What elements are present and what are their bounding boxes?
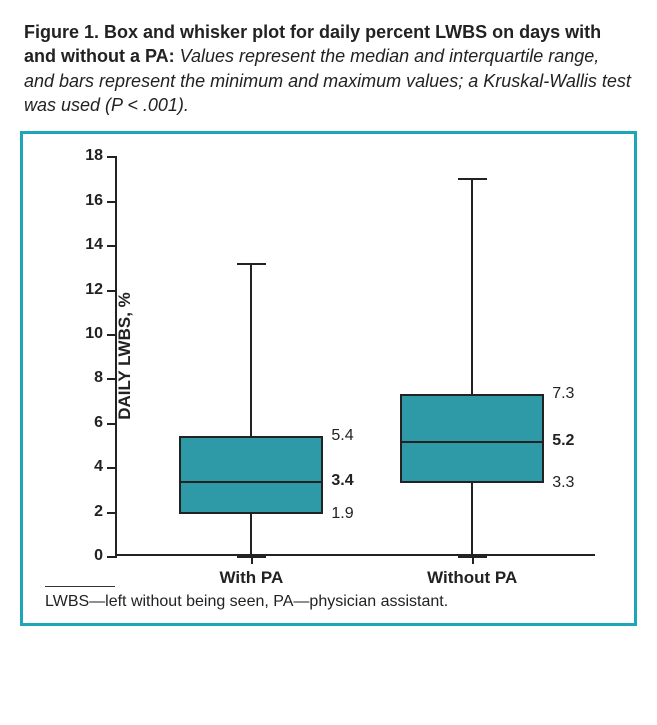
y-tick (107, 423, 117, 425)
y-tick-label: 16 (85, 192, 103, 210)
value-label: 5.4 (331, 427, 353, 445)
y-tick (107, 378, 117, 380)
value-label: 7.3 (552, 385, 574, 403)
caption-lead: Figure 1. (24, 22, 99, 42)
y-tick-label: 6 (94, 414, 103, 432)
y-tick-label: 12 (85, 281, 103, 299)
y-tick-label: 2 (94, 503, 103, 521)
y-tick (107, 334, 117, 336)
y-tick (107, 512, 117, 514)
value-label: 1.9 (331, 505, 353, 523)
box (400, 394, 544, 483)
footnote-rule (45, 586, 115, 587)
y-tick-label: 18 (85, 147, 103, 165)
y-tick-label: 4 (94, 458, 103, 476)
whisker-line (471, 178, 473, 556)
y-tick (107, 467, 117, 469)
box (179, 436, 323, 514)
plot-wrap: DAILY LWBS, % 024681012141618With PA5.43… (115, 156, 612, 556)
x-tick-label: With PA (220, 568, 284, 588)
median-line (179, 481, 323, 483)
y-tick-label: 8 (94, 369, 103, 387)
whisker-cap (237, 263, 266, 265)
value-label: 3.3 (552, 474, 574, 492)
plot-area: 024681012141618With PA5.43.41.9Without P… (115, 156, 595, 556)
median-line (400, 441, 544, 443)
y-tick (107, 556, 117, 558)
whisker-cap (458, 556, 487, 558)
y-tick-label: 0 (94, 547, 103, 565)
value-label: 3.4 (331, 472, 353, 490)
value-label: 5.2 (552, 432, 574, 450)
y-tick-label: 10 (85, 325, 103, 343)
whisker-cap (458, 178, 487, 180)
footnote: LWBS—left without being seen, PA—physici… (45, 593, 612, 611)
chart-frame: DAILY LWBS, % 024681012141618With PA5.43… (20, 131, 637, 626)
y-tick-label: 14 (85, 236, 103, 254)
y-tick (107, 156, 117, 158)
whisker-cap (237, 556, 266, 558)
y-tick (107, 245, 117, 247)
figure-caption: Figure 1. Box and whisker plot for daily… (20, 20, 637, 117)
y-tick (107, 290, 117, 292)
y-tick (107, 201, 117, 203)
x-tick-label: Without PA (427, 568, 517, 588)
